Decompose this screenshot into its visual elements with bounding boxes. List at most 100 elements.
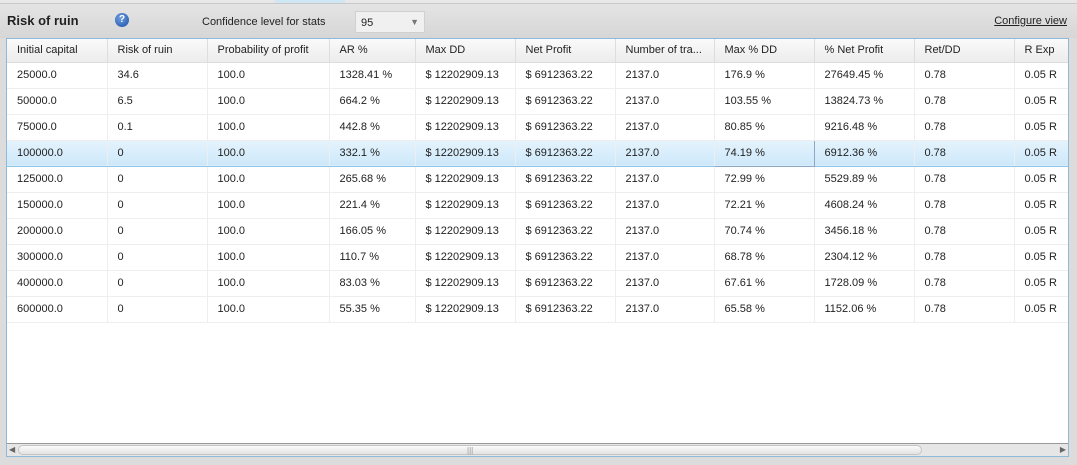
table-cell: 1328.41 % <box>329 62 416 89</box>
table-cell: 2137.0 <box>615 62 715 89</box>
table-cell: 2137.0 <box>615 192 715 219</box>
table-cell: 150000.0 <box>7 192 108 219</box>
panel-title: Risk of ruin <box>7 13 79 28</box>
table-cell: $ 12202909.13 <box>415 244 516 271</box>
table-cell: 0.05 R <box>1014 270 1068 297</box>
table-cell: 50000.0 <box>7 88 108 115</box>
table-cell: $ 12202909.13 <box>415 270 516 297</box>
table-cell: 200000.0 <box>7 218 108 245</box>
table-cell: $ 12202909.13 <box>415 62 516 89</box>
column-header[interactable]: Ret/DD <box>914 39 1015 63</box>
table-cell: 176.9 % <box>714 62 815 89</box>
table-cell: 0.05 R <box>1014 244 1068 271</box>
table-cell: 664.2 % <box>329 88 416 115</box>
table-cell: 2137.0 <box>615 244 715 271</box>
table-cell: $ 12202909.13 <box>415 139 516 167</box>
table-cell: $ 12202909.13 <box>415 166 516 193</box>
table-cell: 0.05 R <box>1014 88 1068 115</box>
table-cell: 0 <box>107 139 208 167</box>
column-header[interactable]: Initial capital <box>7 39 108 63</box>
table-cell: 34.6 <box>107 62 208 89</box>
table-row[interactable]: 600000.0 0 100.0 55.35 % $ 12202909.13 $ 6912… <box>7 296 1068 323</box>
column-header[interactable]: Max % DD <box>714 39 815 63</box>
table-cell: 125000.0 <box>7 166 108 193</box>
horizontal-scrollbar[interactable]: ◀ ||| ▶ <box>7 443 1068 456</box>
table-cell: 100.0 <box>207 192 330 219</box>
column-header[interactable]: Number of tra... <box>615 39 715 63</box>
table-cell: 75000.0 <box>7 114 108 141</box>
table-cell: $ 12202909.13 <box>415 218 516 245</box>
active-tab-indicator[interactable] <box>275 0 345 3</box>
table-cell: 332.1 % <box>329 139 416 167</box>
scrollbar-thumb[interactable]: ||| <box>18 445 922 455</box>
table-cell: $ 12202909.13 <box>415 296 516 323</box>
column-header[interactable]: Risk of ruin <box>107 39 208 63</box>
table-cell: 72.99 % <box>714 166 815 193</box>
table-row[interactable]: 400000.0 0 100.0 83.03 % $ 12202909.13 $ 6912… <box>7 270 1068 297</box>
table-cell: 0.78 <box>914 114 1015 141</box>
table-cell: 265.68 % <box>329 166 416 193</box>
table-cell: 2137.0 <box>615 139 715 167</box>
table-cell: 0.05 R <box>1014 166 1068 193</box>
table-cell: $ 6912363.22 <box>515 88 616 115</box>
grip-icon: ||| <box>467 446 474 455</box>
table-cell: $ 6912363.22 <box>515 270 616 297</box>
table-cell: 1728.09 % <box>814 270 915 297</box>
panel-header: Risk of ruin ? Confidence level for stat… <box>0 4 1077 38</box>
table-cell: 2304.12 % <box>814 244 915 271</box>
table-row[interactable]: 50000.0 6.5 100.0 664.2 % $ 12202909.13 $ 691… <box>7 88 1068 115</box>
table-row[interactable]: 25000.0 34.6 100.0 1328.41 % $ 12202909.13 $ … <box>7 62 1068 89</box>
column-header[interactable]: Max DD <box>415 39 516 63</box>
column-header[interactable]: Net Profit <box>515 39 616 63</box>
column-header[interactable]: % Net Profit <box>814 39 915 63</box>
table-cell: 65.58 % <box>714 296 815 323</box>
table-cell: $ 6912363.22 <box>515 244 616 271</box>
table-cell: 0 <box>107 218 208 245</box>
configure-view-link[interactable]: Configure view <box>994 15 1067 27</box>
table-row[interactable]: 200000.0 0 100.0 166.05 % $ 12202909.13 $ 691… <box>7 218 1068 245</box>
table-cell: 400000.0 <box>7 270 108 297</box>
table-cell: 5529.89 % <box>814 166 915 193</box>
table-cell: 442.8 % <box>329 114 416 141</box>
table-cell: 0 <box>107 244 208 271</box>
table-cell: 100.0 <box>207 114 330 141</box>
table-cell: 0.78 <box>914 88 1015 115</box>
table-row[interactable]: 100000.0 0 100.0 332.1 % $ 12202909.13 $ 6912… <box>7 139 1068 167</box>
column-header[interactable]: AR % <box>329 39 416 63</box>
table-cell: 55.35 % <box>329 296 416 323</box>
table-cell: 6.5 <box>107 88 208 115</box>
table-cell: $ 12202909.13 <box>415 114 516 141</box>
table-cell: $ 6912363.22 <box>515 218 616 245</box>
table-cell: 80.85 % <box>714 114 815 141</box>
help-icon[interactable]: ? <box>115 13 129 27</box>
table-row[interactable]: 75000.0 0.1 100.0 442.8 % $ 12202909.13 $ 691… <box>7 114 1068 141</box>
table-cell: $ 12202909.13 <box>415 88 516 115</box>
table-row[interactable]: 125000.0 0 100.0 265.68 % $ 12202909.13 $ 691… <box>7 166 1068 193</box>
table-cell: 2137.0 <box>615 296 715 323</box>
table-row[interactable]: 300000.0 0 100.0 110.7 % $ 12202909.13 $ 6912… <box>7 244 1068 271</box>
table-cell: 13824.73 % <box>814 88 915 115</box>
table-cell: 2137.0 <box>615 166 715 193</box>
table-cell: 70.74 % <box>714 218 815 245</box>
table-cell: 0.78 <box>914 62 1015 89</box>
table-cell: 0.05 R <box>1014 218 1068 245</box>
table-cell: 0.1 <box>107 114 208 141</box>
table-cell: 0 <box>107 166 208 193</box>
table-cell: 27649.45 % <box>814 62 915 89</box>
column-header[interactable]: R Exp <box>1014 39 1068 63</box>
table-cell: 0.78 <box>914 244 1015 271</box>
scroll-right-icon[interactable]: ▶ <box>1059 445 1066 454</box>
table-cell: 68.78 % <box>714 244 815 271</box>
table-cell: $ 6912363.22 <box>515 114 616 141</box>
table-cell: $ 12202909.13 <box>415 192 516 219</box>
top-tab-strip <box>0 0 1077 4</box>
table-cell: 100.0 <box>207 218 330 245</box>
table-cell: 2137.0 <box>615 270 715 297</box>
table-cell: 2137.0 <box>615 114 715 141</box>
scroll-left-icon[interactable]: ◀ <box>9 445 16 454</box>
table-cell: 0 <box>107 296 208 323</box>
confidence-select[interactable]: 95 ▼ <box>355 11 425 33</box>
table-cell: $ 6912363.22 <box>515 166 616 193</box>
table-row[interactable]: 150000.0 0 100.0 221.4 % $ 12202909.13 $ 6912… <box>7 192 1068 219</box>
column-header[interactable]: Probability of profit <box>207 39 330 63</box>
